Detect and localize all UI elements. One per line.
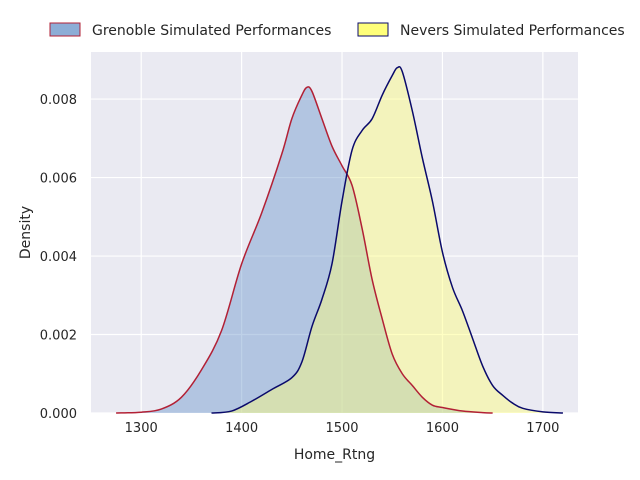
y-axis-ticks: 0.000 0.002 0.004 0.006 0.008 bbox=[40, 93, 77, 422]
y-tick-label: 0.004 bbox=[40, 250, 77, 265]
x-axis-label: Home_Rtng bbox=[294, 447, 375, 463]
x-tick-label: 1500 bbox=[325, 421, 358, 436]
series-layer bbox=[116, 65, 563, 414]
legend-label-1: Grenoble Simulated Performances bbox=[92, 23, 331, 39]
y-tick-label: 0.000 bbox=[40, 407, 77, 422]
legend-swatch-2 bbox=[357, 22, 389, 37]
series-line-1 bbox=[116, 86, 493, 414]
y-tick-label: 0.008 bbox=[40, 93, 77, 108]
grid bbox=[91, 52, 578, 414]
y-tick-label: 0.006 bbox=[40, 172, 77, 187]
x-tick-label: 1300 bbox=[125, 421, 158, 436]
x-axis-ticks: 1300 1400 1500 1600 1700 bbox=[125, 421, 560, 436]
series-area-2 bbox=[211, 66, 563, 413]
y-axis-label: Density bbox=[18, 206, 34, 259]
series-area-1 bbox=[116, 86, 493, 414]
series-line-2 bbox=[211, 65, 563, 414]
legend: Grenoble Simulated Performances Nevers Si… bbox=[49, 22, 625, 39]
x-tick-label: 1700 bbox=[526, 421, 559, 436]
x-tick-label: 1600 bbox=[426, 421, 459, 436]
x-tick-label: 1400 bbox=[225, 421, 258, 436]
plot-area bbox=[91, 52, 578, 413]
legend-label-2: Nevers Simulated Performances bbox=[400, 23, 625, 39]
y-tick-label: 0.002 bbox=[40, 329, 77, 344]
legend-swatch-1 bbox=[49, 22, 81, 37]
